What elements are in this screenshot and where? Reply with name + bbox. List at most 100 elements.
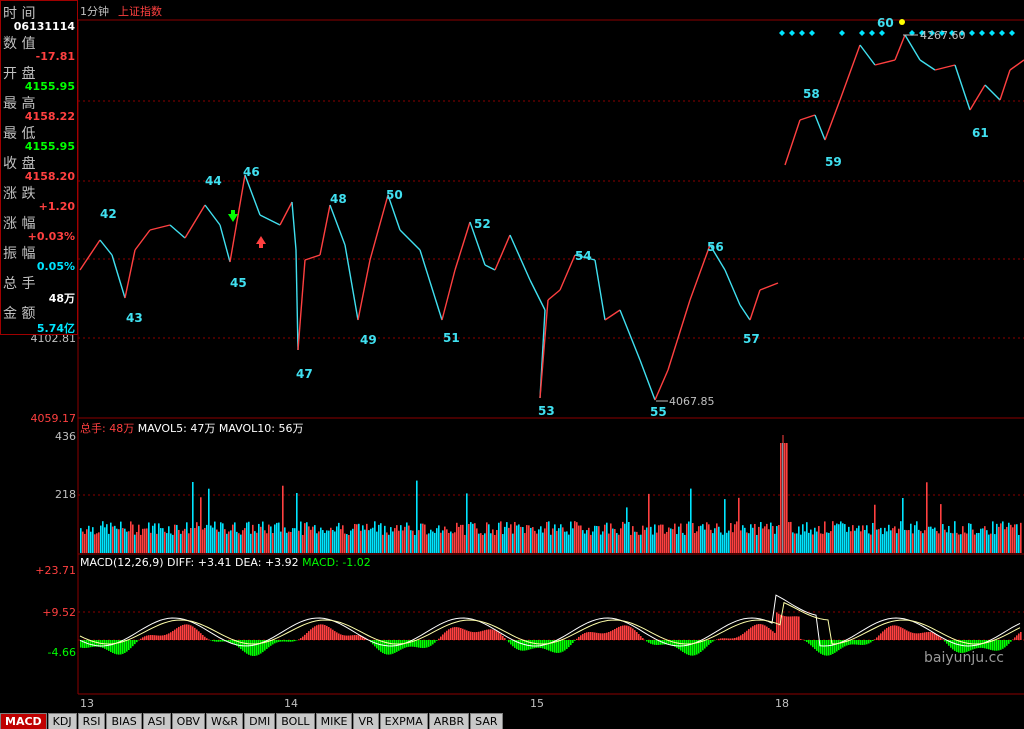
macd-bar (314, 626, 316, 640)
macd-bar (992, 640, 994, 651)
tab-sar[interactable]: SAR (470, 713, 503, 729)
volume-bar (1014, 524, 1016, 553)
volume-bar (858, 525, 860, 553)
volume-bar (1008, 522, 1010, 553)
volume-bar (266, 533, 268, 553)
macd-bar (122, 640, 124, 654)
wave-label: 49 (360, 333, 377, 347)
tab-wr[interactable]: W&R (205, 713, 244, 729)
macd-bar (170, 632, 172, 640)
volume-bar (90, 531, 92, 553)
volume-bar (672, 529, 674, 553)
macd-bar (634, 630, 636, 640)
tab-vr[interactable]: VR (353, 713, 379, 729)
volume-bar (934, 527, 936, 553)
macd-tick-low: -4.66 (48, 646, 76, 659)
macd-bar (758, 624, 760, 640)
price-segment (689, 244, 711, 301)
macd-bar (330, 628, 332, 640)
volume-bar (150, 532, 152, 553)
volume-bar (112, 526, 114, 553)
tab-rsi[interactable]: RSI (77, 713, 106, 729)
volume-bar (204, 527, 206, 553)
volume-bar (964, 532, 966, 553)
axis-labels: 4102.81 4059.17 436 218 +23.71 +9.52 -4.… (31, 332, 790, 710)
macd-bar (332, 629, 334, 640)
macd-bar (740, 635, 742, 640)
wave-label: 48 (330, 192, 347, 206)
volume-bar (284, 527, 286, 553)
volume-bar (358, 523, 360, 553)
volume-bar (382, 534, 384, 553)
volume-bar (330, 527, 332, 553)
volume-bar (288, 531, 290, 553)
volume-bar (354, 523, 356, 553)
macd-bar (792, 616, 794, 640)
tab-obv[interactable]: OBV (171, 713, 205, 729)
macd-bar (308, 631, 310, 640)
price-segment (639, 359, 656, 401)
interval-label[interactable]: 1分钟 (80, 5, 109, 18)
volume-bar (762, 528, 764, 553)
volume-bar (428, 533, 430, 553)
tab-boll[interactable]: BOLL (276, 713, 315, 729)
tab-kdj[interactable]: KDJ (47, 713, 77, 729)
volume-bar (556, 530, 558, 553)
macd-bar (862, 640, 864, 645)
macd-bar (1006, 640, 1008, 646)
macd-bar (760, 624, 762, 640)
tab-asi[interactable]: ASI (142, 713, 171, 729)
volume-bar (130, 521, 132, 553)
tab-expma[interactable]: EXPMA (379, 713, 428, 729)
tab-bias[interactable]: BIAS (106, 713, 142, 729)
tab-mike[interactable]: MIKE (315, 713, 353, 729)
macd-bar (782, 615, 784, 640)
volume-bar (80, 528, 82, 553)
macd-bar (938, 635, 940, 640)
price-segment (739, 304, 751, 321)
volume-bar (976, 532, 978, 553)
macd-bar (722, 638, 724, 640)
volume-bar (1000, 523, 1002, 553)
volume-bar (376, 531, 378, 553)
macd-bar (752, 626, 754, 640)
macd-bar (522, 640, 524, 651)
volume-bar (492, 529, 494, 553)
up-arrow-icon (256, 236, 266, 244)
volume-bar (134, 534, 136, 553)
volume-bar (252, 524, 254, 553)
volume-bar (400, 525, 402, 553)
macd-bar (930, 632, 932, 640)
macd-bar (788, 616, 790, 640)
volume-bar (638, 534, 640, 553)
volume-bar (546, 521, 548, 553)
macd-bar (492, 629, 494, 640)
macd-bar (516, 640, 518, 650)
volume-bar (170, 533, 172, 553)
vol-value: 48万 (48, 292, 75, 305)
volume-bar (504, 526, 506, 553)
wave-label: 50 (386, 188, 403, 202)
volume-bar (966, 533, 968, 553)
volume-bar (380, 523, 382, 553)
macd-bar (950, 640, 952, 648)
macd-bar (264, 640, 266, 651)
low-mark-label: 4067.85 (669, 395, 715, 408)
volume-bar (876, 529, 878, 553)
tab-dmi[interactable]: DMI (244, 713, 276, 729)
volume-bar (552, 528, 554, 553)
tab-macd[interactable]: MACD (0, 713, 47, 729)
volume-bar (988, 534, 990, 553)
volume-bar (888, 524, 890, 553)
macd-bar (834, 640, 836, 653)
volume-bar (900, 521, 902, 553)
macd-bar (510, 640, 512, 645)
macd-bar (500, 634, 502, 640)
volume-bar (544, 528, 546, 553)
tab-arbr[interactable]: ARBR (428, 713, 470, 729)
volume-bar (704, 529, 706, 553)
wave-labels: 42 43 44 45 46 47 48 49 50 51 52 53 54 55 56 57 58 59 60 61 (100, 16, 989, 419)
x-label-13: 13 (80, 697, 94, 710)
volume-bar (814, 527, 816, 553)
